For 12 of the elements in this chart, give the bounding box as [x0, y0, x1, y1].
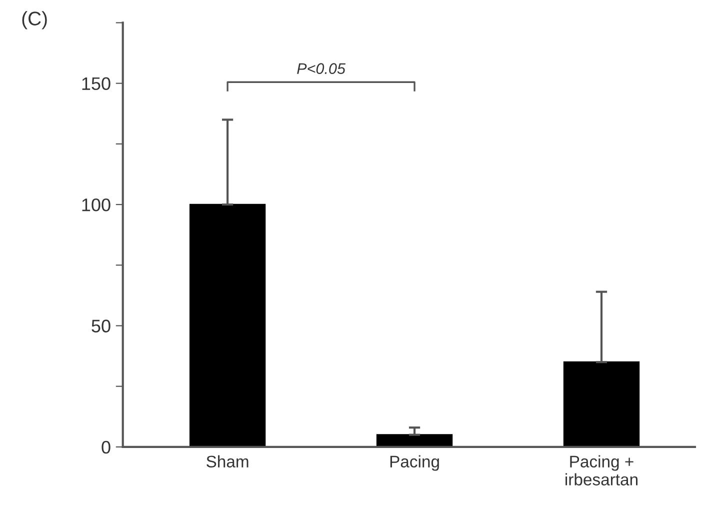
bar [376, 434, 453, 447]
x-tick-label: Sham [206, 455, 248, 468]
bar [563, 361, 640, 447]
y-tick-label: 0 [102, 440, 110, 454]
bar [189, 204, 266, 447]
y-tick-label: 100 [82, 198, 110, 212]
y-tick-label: 150 [82, 77, 110, 90]
x-tick-label: Pacing [390, 455, 439, 471]
annotation: P<0.05 [297, 63, 346, 74]
x-tick-label: Pacing + irbesartan [566, 455, 638, 486]
y-tick-label: 50 [92, 320, 110, 332]
text: (C) [22, 11, 47, 30]
